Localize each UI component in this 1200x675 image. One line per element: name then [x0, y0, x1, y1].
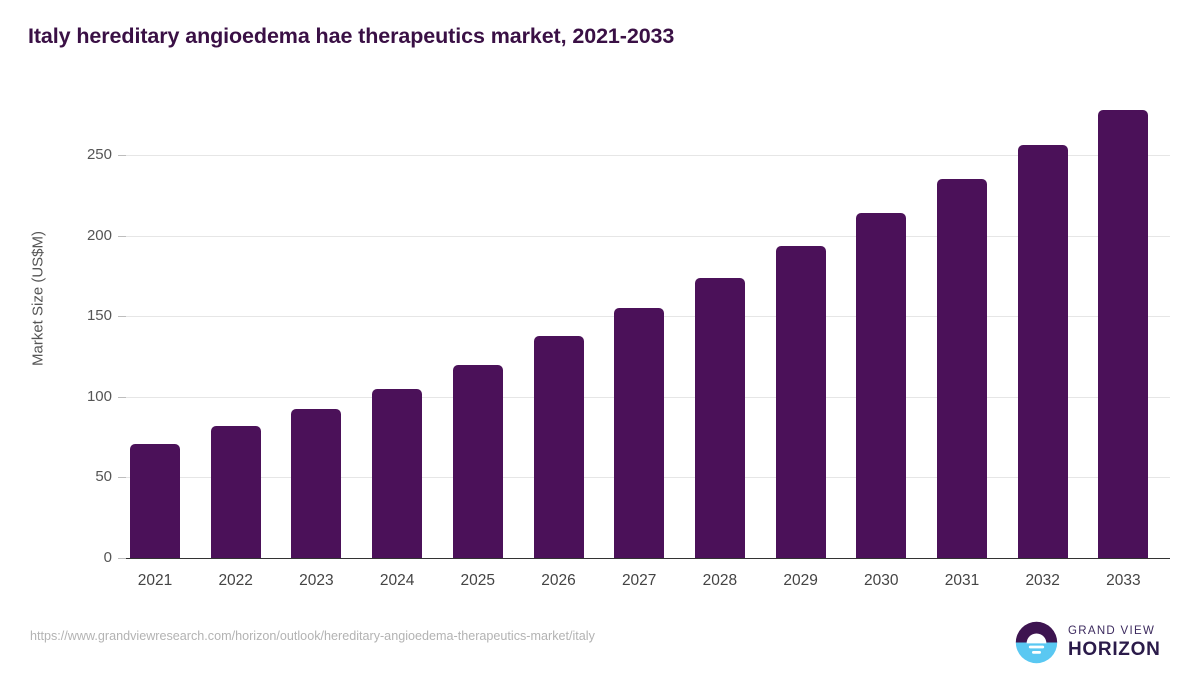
- x-tick-label-2021: 2021: [137, 572, 173, 589]
- x-tick-label-2024: 2024: [379, 572, 415, 589]
- x-tick-label-2033: 2033: [1106, 572, 1141, 589]
- y-tick-mark-250: [118, 155, 126, 156]
- y-tick-label-100: 100: [86, 387, 112, 405]
- y-tick-label-50: 50: [95, 468, 112, 486]
- x-tick-label-2026: 2026: [541, 572, 576, 589]
- bar-2032[interactable]: [1017, 145, 1068, 558]
- x-tick-label-2022: 2022: [218, 572, 253, 589]
- y-tick-label-150: 150: [86, 307, 112, 325]
- logo-line-2: HORIZON: [1068, 639, 1161, 661]
- x-tick-label-2030: 2030: [864, 572, 899, 589]
- bar-2027[interactable]: [614, 308, 665, 558]
- x-tick-label-2023: 2023: [299, 572, 334, 589]
- bar-2030[interactable]: [856, 213, 907, 558]
- y-tick-mark-200: [118, 235, 126, 237]
- bar-2023[interactable]: [291, 408, 342, 558]
- x-tick-label-2031: 2031: [944, 572, 980, 589]
- x-tick-label-2025: 2025: [460, 572, 496, 589]
- bar-2031[interactable]: [937, 179, 987, 558]
- bar-2022[interactable]: [210, 425, 261, 558]
- x-tick-label-2028: 2028: [702, 572, 738, 589]
- x-tick-label-2032: 2032: [1025, 572, 1060, 589]
- gridline-200: [126, 235, 1170, 237]
- y-tick-mark-50: [118, 477, 126, 479]
- x-tick-label-2027: 2027: [621, 572, 657, 589]
- bar-2033[interactable]: [1098, 109, 1149, 558]
- gridline-0: [126, 558, 1170, 560]
- bar-2024[interactable]: [372, 388, 423, 558]
- bar-2021[interactable]: [130, 443, 180, 558]
- logo-line-1: GRAND VIEW: [1068, 624, 1156, 637]
- y-tick-mark-100: [118, 396, 126, 398]
- logo-text: GRAND VIEW HORIZON: [1068, 624, 1161, 661]
- y-tick-mark-0: [118, 558, 126, 559]
- bar-2029[interactable]: [775, 246, 826, 558]
- page-title: Italy hereditary angioedema hae therapeu…: [28, 24, 675, 48]
- y-tick-label-200: 200: [86, 226, 112, 244]
- x-tick-label-2029: 2029: [783, 572, 818, 589]
- y-tick-label-250: 250: [86, 146, 112, 163]
- bar-2028[interactable]: [694, 277, 745, 558]
- source-url[interactable]: https://www.grandviewresearch.com/horizo…: [30, 629, 595, 643]
- bar-2025[interactable]: [452, 364, 503, 558]
- horizon-mark-icon: [1015, 621, 1058, 664]
- grand-view-horizon-logo[interactable]: GRAND VIEW HORIZON: [1014, 620, 1161, 665]
- y-tick-label-0: 0: [103, 549, 112, 566]
- gridline-250: [126, 155, 1170, 156]
- y-tick-mark-150: [118, 316, 126, 318]
- bar-2026[interactable]: [533, 336, 584, 558]
